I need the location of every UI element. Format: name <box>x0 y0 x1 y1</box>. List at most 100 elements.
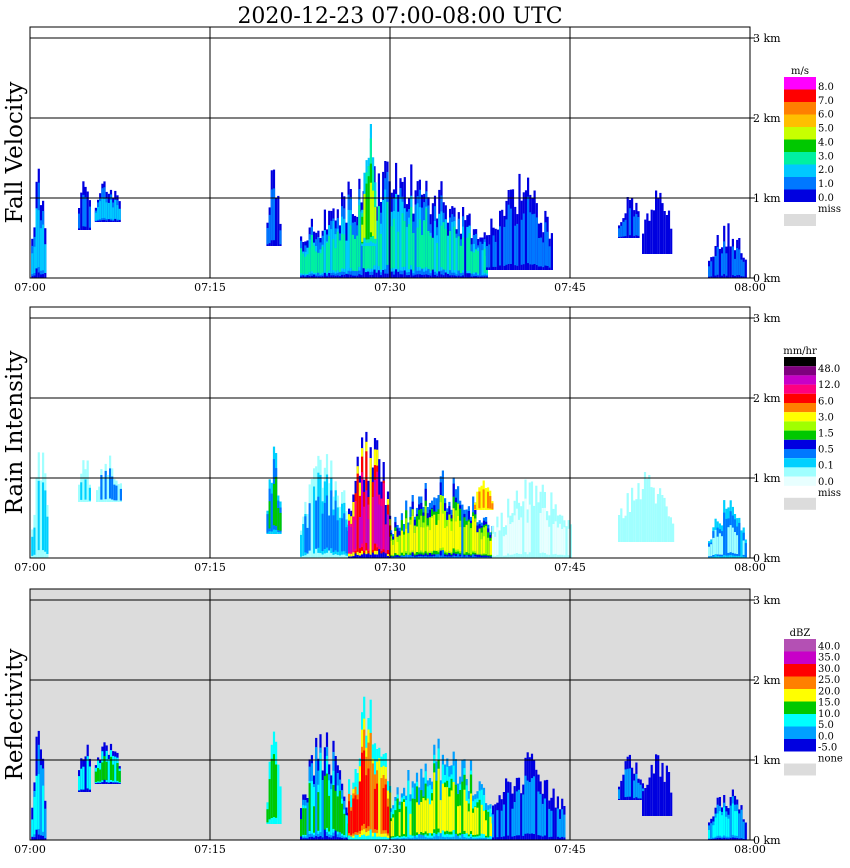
echo-column <box>466 237 469 271</box>
echo-column <box>665 215 668 254</box>
echo-column <box>733 532 737 554</box>
echo-column <box>652 773 655 816</box>
echo-column <box>631 767 634 800</box>
echo-column <box>477 251 480 274</box>
legend-miss-label: miss <box>818 204 841 215</box>
echo-column <box>465 524 468 553</box>
echo-cell <box>642 190 673 254</box>
echo-column <box>448 796 451 832</box>
echo-column <box>467 811 470 835</box>
echo-column <box>347 209 350 271</box>
echo-column <box>511 808 514 837</box>
echo-column <box>639 499 642 542</box>
echo-column <box>407 780 410 838</box>
echo-column <box>522 794 525 836</box>
echo-column <box>371 231 374 269</box>
echo-column <box>300 819 303 837</box>
echo-column <box>457 516 460 550</box>
legend-swatch <box>784 726 816 739</box>
echo-column <box>106 475 109 502</box>
echo-column <box>376 783 379 830</box>
legend-label: 3.0 <box>818 412 834 423</box>
echo-column <box>498 795 501 840</box>
echo-column <box>618 789 621 799</box>
legend-label: 0.1 <box>818 461 834 472</box>
echo-column <box>637 782 640 799</box>
echo-column <box>101 762 104 781</box>
echo-column <box>459 805 462 833</box>
echo-column <box>117 484 120 502</box>
echo-column <box>431 237 434 270</box>
echo-column <box>731 527 734 553</box>
echo-cell <box>361 124 377 246</box>
echo-cell <box>642 754 673 816</box>
echo-column <box>733 258 737 276</box>
echo-cell <box>474 480 494 510</box>
echo-cell <box>300 454 350 558</box>
echo-column <box>633 500 636 542</box>
echo-column <box>426 526 429 552</box>
echo-column <box>646 213 649 254</box>
echo-column <box>451 221 454 273</box>
legend-swatch <box>784 701 816 714</box>
echo-column <box>33 246 36 273</box>
x-tick-label: 07:15 <box>194 561 226 574</box>
panel-rain_intensity: 07:00 07:15 07:30 07:45 08:000 km 1 km 2 km 3 k… <box>2 306 841 574</box>
echo-column <box>394 810 397 837</box>
echo-column <box>727 818 730 837</box>
echo-column <box>374 207 377 239</box>
legend-label: 0.5 <box>818 445 834 456</box>
echo-column <box>472 516 475 551</box>
echo-column <box>489 540 492 555</box>
echo-cell <box>266 446 282 534</box>
echo-column <box>650 764 653 816</box>
echo-column <box>384 189 387 270</box>
echo-column <box>336 520 339 552</box>
echo-column <box>302 808 305 835</box>
echo-column <box>524 190 528 270</box>
x-tick-label: 07:00 <box>14 281 46 294</box>
echo-column <box>457 236 460 271</box>
echo-column <box>646 784 649 816</box>
echo-column <box>665 765 668 816</box>
x-tick-label: 07:45 <box>554 843 586 856</box>
legend-label: 48.0 <box>818 364 840 375</box>
legend-swatch <box>784 739 816 752</box>
legend-swatch <box>784 366 816 376</box>
legend-label: 0.0 <box>818 731 834 742</box>
echo-column <box>472 252 475 273</box>
echo-column <box>35 775 38 830</box>
echo-column <box>315 500 318 549</box>
echo-column <box>492 235 495 267</box>
echo-column <box>465 800 468 834</box>
y-tick-label: 2 km <box>753 112 781 125</box>
echo-column <box>436 242 439 272</box>
echo-cell <box>708 789 747 840</box>
echo-column <box>637 483 640 542</box>
legend-swatch <box>784 375 816 385</box>
echo-column <box>279 786 282 824</box>
x-tick-label: 07:15 <box>194 281 226 294</box>
echo-column <box>738 813 741 839</box>
echo-column <box>459 245 462 274</box>
legend-miss-swatch <box>784 763 816 776</box>
echo-column <box>626 197 629 238</box>
echo-column <box>111 476 114 500</box>
echo-column <box>319 253 322 274</box>
x-tick-label: 07:00 <box>14 843 46 856</box>
echo-column <box>112 207 115 220</box>
echo-column <box>489 816 492 836</box>
echo-column <box>729 805 732 838</box>
echo-column <box>415 526 419 552</box>
echo-column <box>468 233 471 271</box>
echo-column <box>270 189 273 241</box>
echo-column <box>390 226 393 269</box>
echo-column <box>740 809 743 839</box>
echo-column <box>712 256 715 278</box>
echo-column <box>31 253 34 275</box>
echo-column <box>115 485 118 501</box>
echo-column <box>714 817 717 837</box>
echo-column <box>103 756 106 780</box>
echo-column <box>476 807 479 835</box>
echo-column <box>494 536 497 556</box>
